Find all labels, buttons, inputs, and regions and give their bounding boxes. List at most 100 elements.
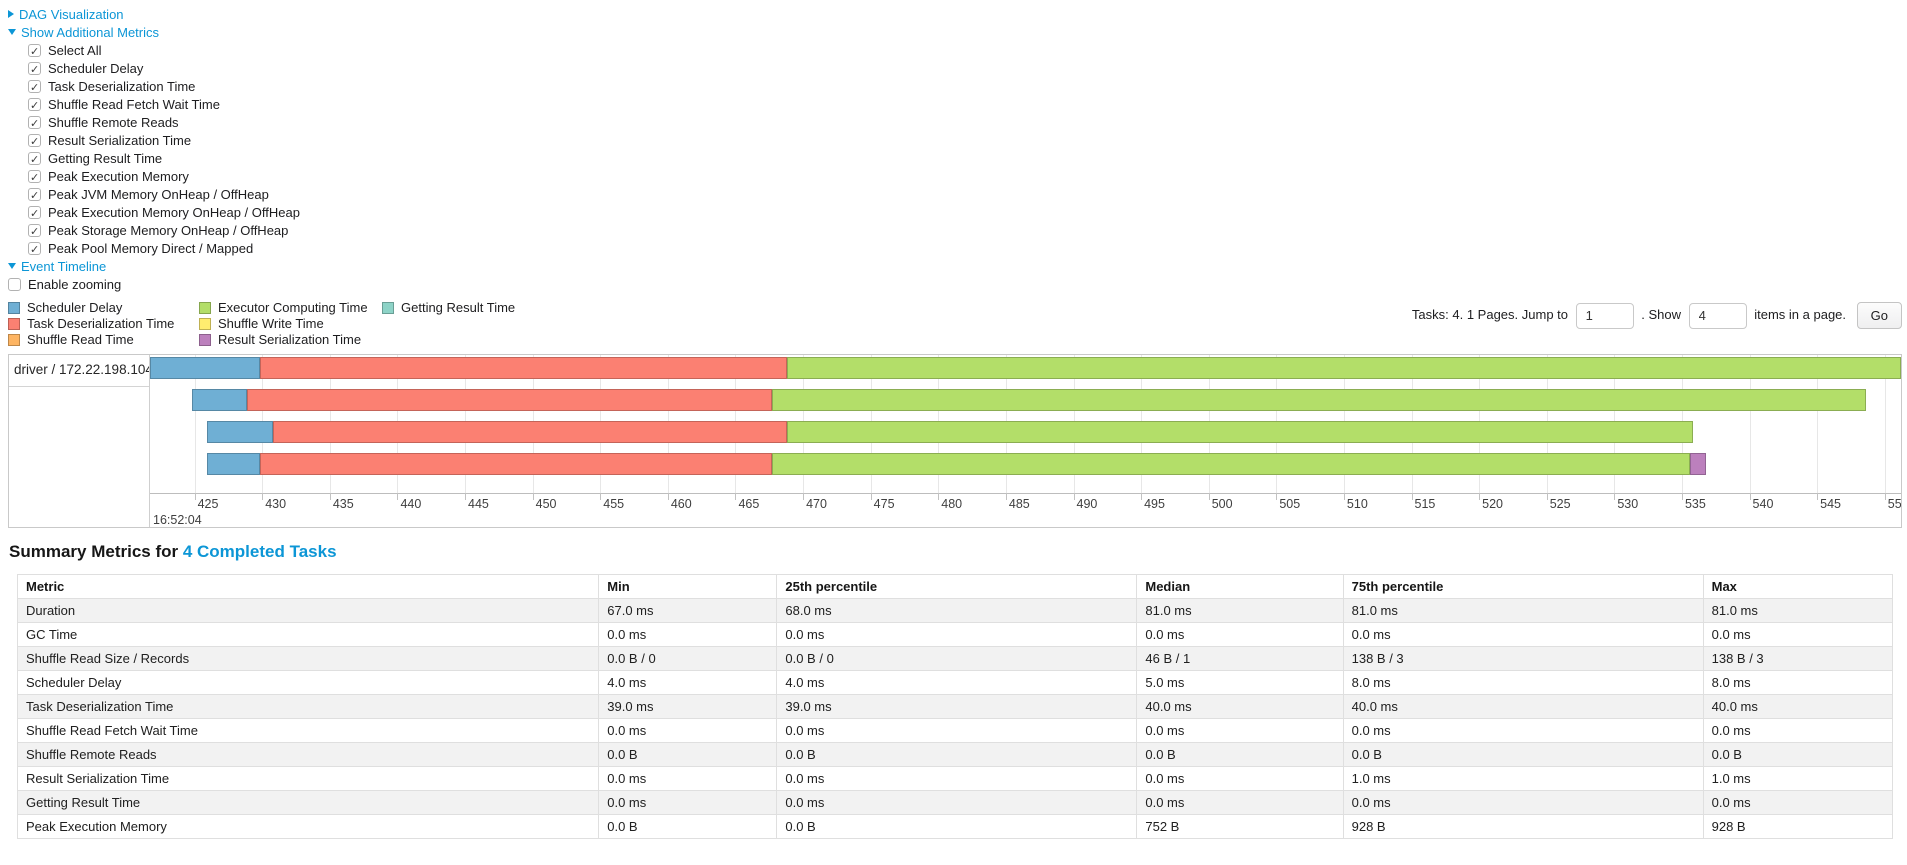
metric-checkbox-row: Peak Storage Memory OnHeap / OffHeap [28,222,1902,241]
table-header-cell: Median [1136,574,1344,599]
metric-checkbox-row: Select All [28,42,1902,61]
metric-value-cell: 4.0 ms [776,670,1138,695]
metric-checkbox[interactable] [28,79,41,97]
axis-tickmark [1208,493,1210,500]
axis-tickmark [532,493,534,500]
metric-checkbox[interactable] [28,97,41,115]
go-button[interactable]: Go [1856,302,1902,329]
metric-value-cell: 68.0 ms [776,598,1138,623]
metric-checkbox[interactable] [28,133,41,151]
axis-tick-label: 450 [535,497,557,511]
summary-title-text: Summary Metrics for [9,542,183,561]
metric-value-cell: 0.0 B [776,814,1138,839]
metric-checkbox-label: Result Serialization Time [48,133,192,148]
legend-swatch-icon [382,302,394,314]
task-pagination: Tasks: 4. 1 Pages. Jump to . Show items … [1412,300,1902,329]
metric-value-cell: 0.0 ms [776,622,1138,647]
axis-tick-label: 455 [603,497,625,511]
table-row: Shuffle Remote Reads 0.0 B 0.0 B 0.0 B 0.0 B… [16,742,1894,767]
event-timeline-label[interactable]: Event Timeline [21,259,107,274]
metric-checkbox[interactable] [28,61,41,79]
axis-gridline [194,355,196,493]
metric-value-cell: 0.0 B [776,742,1138,767]
metric-checkbox[interactable] [28,205,41,223]
items-per-page-input[interactable] [1688,302,1747,329]
axis-tickmark [1141,493,1143,500]
caret-down-icon [8,263,16,269]
axis-tickmark [1479,493,1481,500]
table-header-cell: Min [598,574,778,599]
metric-checkbox-label: Shuffle Remote Reads [48,115,179,130]
caret-down-icon [8,29,16,35]
additional-metrics-toggle[interactable]: Show Additional Metrics [8,24,1902,42]
axis-tickmark [1817,493,1819,500]
metric-value-cell: 0.0 ms [776,718,1138,743]
dag-visualization-label[interactable]: DAG Visualization [19,7,124,22]
metric-value-cell: 0.0 ms [1702,790,1894,815]
dag-visualization-toggle[interactable]: DAG Visualization [8,6,1902,24]
legend-label: Task Deserialization Time [27,316,175,331]
jump-to-page-input[interactable] [1575,302,1634,329]
metric-checkbox[interactable] [28,223,41,241]
metric-value-cell: 928 B [1702,814,1894,839]
axis-tickmark [803,493,805,500]
metric-checkbox[interactable] [28,169,41,187]
metric-value-cell: 0.0 ms [1342,790,1704,815]
timeline-axis: 425 430 435 440 445 450 455 460 465 470 475 480 485 4… [150,493,1901,527]
metric-value-cell: 8.0 ms [1702,670,1894,695]
metric-value-cell: 1.0 ms [1702,766,1894,791]
metric-checkbox-label: Scheduler Delay [48,61,144,76]
metric-value-cell: 0.0 B [598,814,778,839]
axis-tickmark [870,493,872,500]
metric-value-cell: 4.0 ms [598,670,778,695]
metric-value-cell: 0.0 B [1136,742,1344,767]
axis-tick-label: 460 [670,497,692,511]
task-segment-result-serialization-time [1690,453,1707,475]
pagination-text: Tasks: 4. 1 Pages. Jump to [1411,306,1568,322]
metric-value-cell: 0.0 ms [598,622,778,647]
metric-checkbox[interactable] [28,43,41,61]
metric-name-cell: Result Serialization Time [16,766,600,791]
axis-tickmark [667,493,669,500]
axis-tick-label: 540 [1752,497,1774,511]
axis-tickmark [465,493,467,500]
event-timeline-toggle[interactable]: Event Timeline [8,258,1902,276]
metric-value-cell: 138 B / 3 [1342,646,1704,671]
table-body: Duration 67.0 ms 68.0 ms 81.0 ms 81.0 ms 81.0… [16,598,1894,839]
enable-zooming-checkbox[interactable] [8,278,21,291]
metric-checkbox-row: Scheduler Delay [28,60,1902,79]
axis-tick-label: 515 [1414,497,1436,511]
summary-metrics-table: Metric Min 25th percentile Median 75th perce… [16,574,1894,839]
task-segment-executor-computing-time [786,421,1693,443]
completed-tasks-link[interactable]: 4 Completed Tasks [182,542,337,561]
axis-tick-label: 550 [1887,497,1902,511]
metric-checkbox-label: Shuffle Read Fetch Wait Time [48,97,220,112]
table-header-row: Metric Min 25th percentile Median 75th perce… [16,574,1894,599]
metric-value-cell: 0.0 ms [1702,622,1894,647]
metric-checkbox-label: Peak Execution Memory OnHeap / OffHeap [48,205,300,220]
axis-tickmark [938,493,940,500]
axis-tickmark [1005,493,1007,500]
metric-checkbox[interactable] [28,187,41,205]
metric-checkbox-row: Peak Pool Memory Direct / Mapped [28,240,1902,259]
table-row: Peak Execution Memory 0.0 B 0.0 B 752 B 928 … [16,814,1894,839]
legend-swatch-icon [8,302,20,314]
metric-checkbox[interactable] [28,241,41,259]
legend-item: Getting Result Time [382,300,515,316]
task-segment-executor-computing-time [771,389,1866,411]
axis-tickmark [1343,493,1345,500]
task-segment-scheduler-delay [150,357,260,379]
event-timeline-chart: 425 430 435 440 445 450 455 460 465 470 475 480 485 4… [8,354,1902,528]
table-header-cell: Metric [16,574,600,599]
additional-metrics-label[interactable]: Show Additional Metrics [21,25,160,40]
metric-value-cell: 8.0 ms [1342,670,1704,695]
axis-tick-label: 470 [806,497,827,511]
metric-checkbox[interactable] [28,115,41,133]
metric-value-cell: 0.0 ms [776,790,1138,815]
legend-column: Executor Computing Time Shuffle Write Tim… [199,300,382,348]
metric-value-cell: 138 B / 3 [1702,646,1894,671]
metric-checkbox-row: Peak Execution Memory [28,168,1902,187]
legend-item: Shuffle Read Time [8,332,199,348]
table-row: Task Deserialization Time 39.0 ms 39.0 ms 4… [16,694,1894,719]
metric-checkbox[interactable] [28,151,41,169]
